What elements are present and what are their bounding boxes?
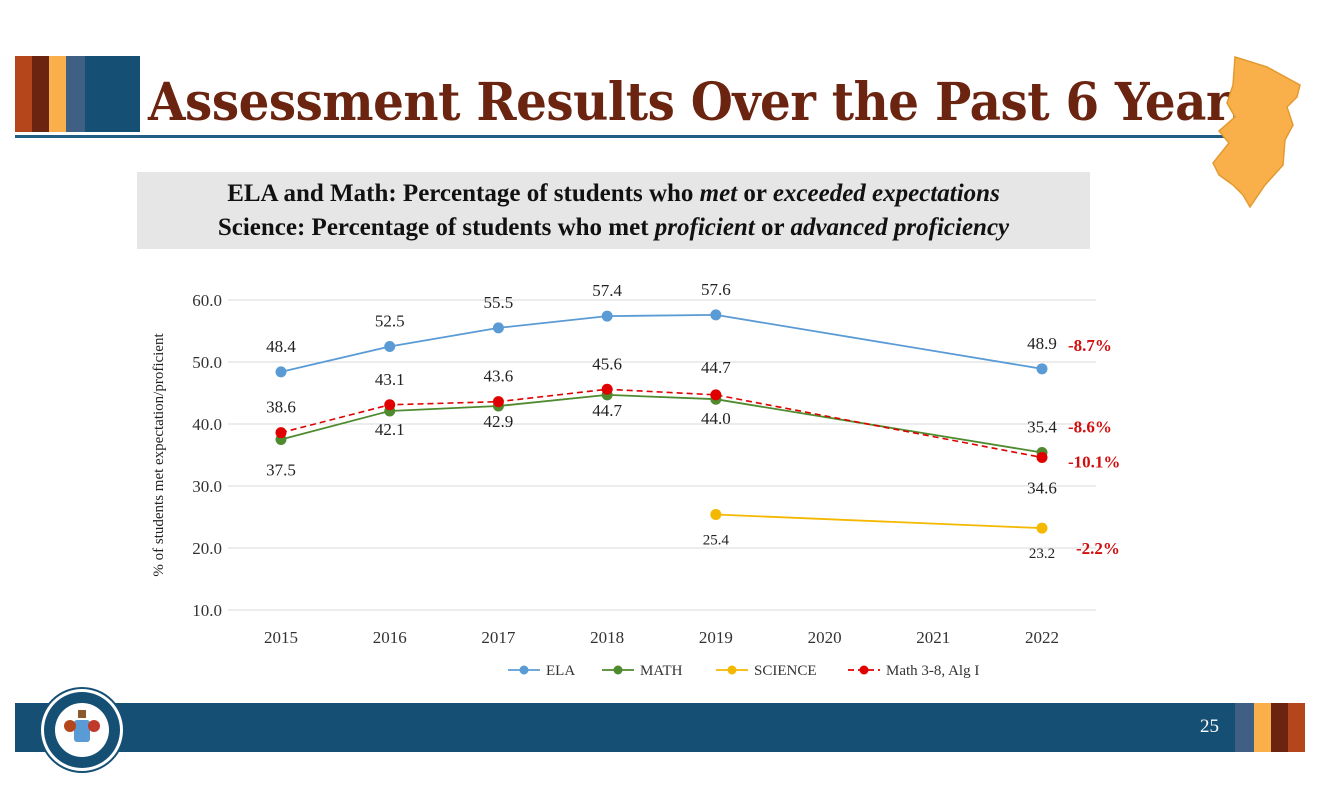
subtitle-line-2: Science: Percentage of students who met … [217, 214, 1010, 241]
data-point [1036, 363, 1048, 375]
data-label: 23.2 [1029, 546, 1055, 562]
change-label: -8.7% [1068, 336, 1112, 355]
data-label: 42.9 [484, 412, 514, 431]
page-number: 25 [1200, 716, 1219, 737]
data-point [1036, 451, 1048, 463]
data-label: 48.9 [1027, 334, 1057, 353]
data-point [275, 366, 287, 378]
y-tick-label: 10.0 [192, 601, 222, 620]
footer-stripe-brown [1271, 703, 1288, 752]
data-point [710, 389, 722, 401]
data-label: 43.6 [484, 367, 514, 386]
nj-department-of-education-seal [39, 687, 125, 773]
data-label: 55.5 [484, 293, 514, 312]
chart-subtitle-box: ELA and Math: Percentage of students who… [137, 172, 1090, 249]
data-label: 48.4 [266, 337, 296, 356]
data-label: 38.6 [266, 398, 296, 417]
x-tick-label: 2018 [590, 628, 624, 647]
slide-title: Assessment Results Over the Past 6 Years [148, 72, 1258, 133]
legend-marker [613, 665, 623, 675]
decor-stripe-brown [32, 56, 49, 132]
change-label: -2.2% [1076, 539, 1120, 558]
legend-marker [859, 665, 869, 675]
data-point [601, 383, 613, 395]
legend-marker [519, 665, 529, 675]
series-line-math-3-8-alg-i [280, 388, 1043, 459]
y-tick-label: 40.0 [192, 415, 222, 434]
new-jersey-map-icon [1212, 56, 1301, 209]
data-point [601, 310, 613, 322]
x-tick-label: 2022 [1025, 628, 1059, 647]
footer-stripe-orange [1288, 703, 1305, 752]
data-label: 45.6 [592, 354, 622, 373]
series-line-math [280, 393, 1043, 454]
legend-label: MATH [640, 663, 683, 679]
series-line-science [715, 513, 1043, 530]
data-label: 44.0 [701, 409, 731, 428]
y-tick-label: 50.0 [192, 353, 222, 372]
series-line-ela [280, 313, 1043, 373]
legend-label: Math 3-8, Alg I [886, 663, 979, 679]
x-tick-label: 2021 [916, 628, 950, 647]
data-point [492, 322, 504, 334]
line-chart: 10.0 20.0 30.0 40.0 50.0 60.0 2015 2016 2017 2018… [151, 280, 1120, 679]
data-point [384, 341, 396, 352]
change-label: -8.6% [1068, 418, 1112, 437]
decor-stripe-orange [15, 56, 32, 132]
data-point [384, 399, 396, 411]
data-label: 57.4 [592, 281, 622, 300]
x-tick-label: 2015 [264, 628, 298, 647]
x-tick-label: 2017 [481, 628, 516, 647]
title-underline [15, 135, 1255, 138]
data-label: 25.4 [703, 533, 730, 549]
change-label: -10.1% [1068, 452, 1120, 471]
data-label: 43.1 [375, 370, 405, 389]
data-label: 52.5 [375, 312, 405, 331]
data-label: 44.7 [592, 401, 622, 420]
legend-label: SCIENCE [754, 663, 817, 679]
data-label: 57.6 [701, 280, 731, 299]
data-label: 42.1 [375, 420, 405, 439]
y-axis-label: % of students met expectation/proficient [151, 333, 167, 577]
data-point [1036, 522, 1048, 534]
y-tick-label: 20.0 [192, 539, 222, 558]
footer-stripe-slate [1235, 703, 1254, 752]
data-label: 37.5 [266, 461, 296, 480]
y-tick-label: 30.0 [192, 477, 222, 496]
x-tick-label: 2020 [808, 628, 842, 647]
x-tick-label: 2016 [373, 628, 407, 647]
data-label: 34.6 [1027, 478, 1057, 497]
x-tick-label: 2019 [699, 628, 733, 647]
legend-label: ELA [546, 663, 575, 679]
data-label: 44.7 [701, 358, 731, 377]
data-point [710, 509, 722, 521]
footer-bar [15, 703, 1235, 752]
subtitle-line-1: ELA and Math: Percentage of students who… [227, 180, 1000, 207]
legend-marker [727, 665, 737, 675]
decor-stripe-slate [66, 56, 85, 132]
data-label: 35.4 [1027, 418, 1057, 437]
data-point [275, 427, 287, 439]
decor-stripe-blue [85, 56, 140, 132]
footer-stripe-gold [1254, 703, 1271, 752]
decor-stripe-gold [49, 56, 66, 132]
y-tick-label: 60.0 [192, 291, 222, 310]
data-point [710, 309, 722, 321]
data-point [492, 396, 504, 408]
